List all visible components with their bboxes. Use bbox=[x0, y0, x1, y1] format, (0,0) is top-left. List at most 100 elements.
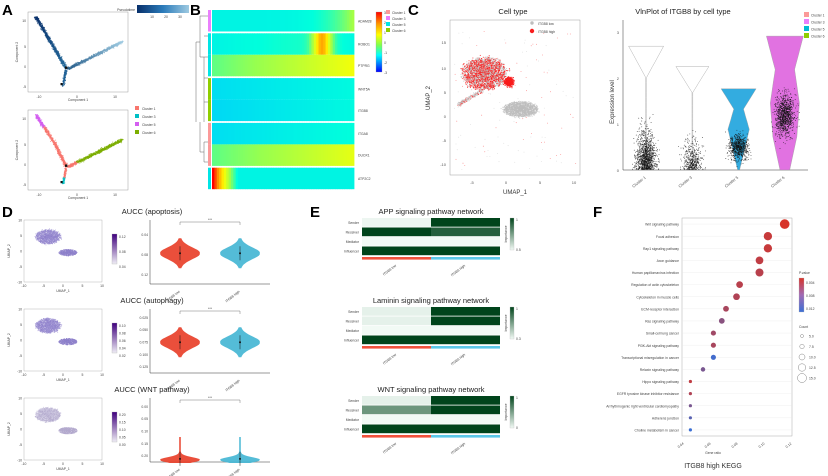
panel-d-umap-xtick: -5 bbox=[42, 373, 45, 377]
violin-cluster-legend: Cluster 1 Cluster 3 Cluster 5 Cluster 6 bbox=[804, 12, 825, 39]
kegg-pathway-label: Rap1 signaling pathway bbox=[643, 247, 679, 251]
panel-e-group-label: ITGB8 high bbox=[450, 442, 466, 456]
panel-e-row-label: Sender bbox=[348, 221, 360, 225]
panel-d-umap-ytick: 5 bbox=[20, 234, 22, 238]
kegg-xtick: 0.08 bbox=[731, 442, 739, 449]
legend-dot-itgb8-low bbox=[530, 21, 534, 25]
kegg-dot bbox=[688, 392, 692, 396]
kegg-dot bbox=[755, 268, 764, 277]
panel-e-group-label: ITGB8 low bbox=[382, 441, 397, 454]
cluster-legend-swatch bbox=[386, 16, 390, 20]
panel-d-umap-xtick: 0 bbox=[62, 373, 64, 377]
colorbar-tick: -2 bbox=[384, 61, 387, 65]
cluster-legend-label: Cluster 6 bbox=[811, 35, 825, 39]
panel-a-bot-xlabel: Component 1 bbox=[68, 196, 88, 200]
panel-b: B ADAM28 ROBO1 PTPRG WNT5A ITGB8 ITGA8 DUOX1 AT… bbox=[190, 2, 420, 197]
pvalue-legend-tick: 0.008 bbox=[806, 294, 815, 298]
cluster-legend-label: Cluster 1 bbox=[392, 11, 406, 15]
kegg-pathway-label: PI3K-Akt signaling pathway bbox=[638, 344, 680, 348]
violin-category-label: Cluster 3 bbox=[677, 174, 693, 188]
colorbar-tick: -3 bbox=[384, 71, 387, 75]
panel-d-violin-ytick: 0.12 bbox=[141, 273, 148, 277]
cluster-legend: Cluster 1 Cluster 3 Cluster 5 Cluster 6 bbox=[135, 106, 156, 135]
gene-label: ITGA8 bbox=[358, 132, 368, 136]
panel-e-row-label: Receiver bbox=[346, 230, 360, 234]
svg-text:10: 10 bbox=[22, 117, 26, 121]
kegg-xtick: 0.10 bbox=[758, 442, 766, 449]
violin-ytick: 2 bbox=[617, 76, 620, 81]
violin-ytick: 3 bbox=[617, 30, 620, 35]
panel-c: C Cell type UMAP_1 UMAP_2 -5 0 5 10 -10 … bbox=[408, 2, 828, 197]
svg-text:0: 0 bbox=[24, 65, 26, 69]
panel-d-colorbar-tick: 0.06 bbox=[119, 339, 126, 343]
panel-c-plots: Cell type UMAP_1 UMAP_2 -5 0 5 10 -10 -5… bbox=[426, 7, 825, 196]
colorbar-tick: 0 bbox=[384, 41, 386, 45]
cluster-legend-swatch bbox=[804, 12, 809, 17]
gene-label: WNT5A bbox=[358, 87, 371, 91]
panel-e-row-label: Sender bbox=[348, 399, 360, 403]
panel-d-umap-xtick: -5 bbox=[42, 462, 45, 466]
panel-d-umap-xtick: 5 bbox=[82, 284, 84, 288]
panel-d-colorbar-tick: 0.15 bbox=[119, 421, 126, 425]
row-cluster-colors bbox=[208, 10, 211, 190]
kegg-dot bbox=[688, 404, 692, 408]
cluster-legend-label: Cluster 3 bbox=[142, 115, 156, 119]
panel-d-colorbar-tick: 0.00 bbox=[119, 443, 126, 447]
cluster-legend-swatch bbox=[386, 22, 390, 26]
svg-text:-10: -10 bbox=[37, 95, 42, 99]
kegg-dot bbox=[763, 232, 773, 241]
panel-e-legend-min: 0.5 bbox=[516, 248, 521, 252]
svg-text:-5: -5 bbox=[23, 183, 26, 187]
panel-e-legend-max: 1 bbox=[516, 396, 518, 400]
panel-d-violin-ytick: 0.050 bbox=[140, 328, 149, 332]
svg-text:0: 0 bbox=[76, 193, 78, 197]
panel-d-violin-ytick: 0.10 bbox=[141, 429, 148, 433]
cluster-legend-swatch bbox=[804, 33, 809, 38]
svg-text:5: 5 bbox=[24, 45, 26, 49]
kegg-dot bbox=[763, 244, 773, 253]
gene-label: DUOX1 bbox=[358, 154, 370, 158]
kegg-dot bbox=[688, 428, 692, 432]
colorbar-tick: 1 bbox=[384, 31, 386, 35]
cluster-legend-swatch bbox=[804, 19, 809, 24]
panel-d-colorbar-tick: 0.04 bbox=[119, 347, 126, 351]
panel-e-label: E bbox=[310, 204, 321, 221]
kegg-dot bbox=[755, 256, 764, 265]
svg-text:0: 0 bbox=[76, 95, 78, 99]
svg-text:30: 30 bbox=[178, 15, 182, 19]
panel-d-umap-xtick: 5 bbox=[82, 462, 84, 466]
panel-d-umap-xtick: 5 bbox=[82, 373, 84, 377]
kegg-pathway-label: Adherens junction bbox=[652, 416, 679, 420]
panel-d-violin-category: ITGB8 high bbox=[225, 290, 241, 304]
pvalue-legend-tick: 0.004 bbox=[806, 281, 815, 285]
violin-ytick: 1 bbox=[617, 122, 620, 127]
kegg-dot bbox=[688, 379, 692, 384]
panel-d-violin-ytick: 0.20 bbox=[141, 454, 148, 458]
gene-labels: ADAM28 ROBO1 PTPRG WNT5A ITGB8 ITGA8 DUOX1 ATP2… bbox=[358, 19, 372, 181]
panel-e-network-title: APP signaling pathway network bbox=[379, 207, 484, 216]
legend-dot-itgb8-high bbox=[529, 28, 535, 34]
violin-title: VlnPlot of ITGB8 by cell type bbox=[635, 7, 730, 16]
kegg-pathway-label: Regulation of actin cytoskeleton bbox=[631, 283, 679, 287]
cluster-trajectory-plot: Component 1 Component 2 -10 0 10 -5 0 5 … bbox=[15, 106, 156, 200]
kegg-dot bbox=[736, 281, 743, 288]
panel-d-colorbar-tick: 0.04 bbox=[119, 265, 126, 269]
panel-d-colorbar-tick: 0.12 bbox=[119, 235, 126, 239]
panel-d-umap-xtick: 0 bbox=[62, 284, 64, 288]
panel-e-row-label: Influencer bbox=[344, 427, 360, 431]
panel-d-umap-ytick: 0 bbox=[20, 339, 22, 343]
kegg-pathway-label: Cytoskeleton in muscle cells bbox=[636, 295, 679, 299]
panel-e-legend-max: 1 bbox=[516, 218, 518, 222]
panel-d-violin-ytick: 0.00 bbox=[141, 405, 148, 409]
cluster-legend-swatch bbox=[135, 122, 139, 126]
cluster-legend-label: Cluster 1 bbox=[142, 107, 156, 111]
panel-d-umap-ylabel: UMAP_2 bbox=[7, 333, 11, 347]
celltype-umap-ylabel: UMAP_2 bbox=[426, 85, 432, 110]
panel-d-umap-xtick: -10 bbox=[22, 373, 27, 377]
svg-text:5: 5 bbox=[24, 143, 26, 147]
cluster-legend-label: Cluster 6 bbox=[392, 29, 406, 33]
panel-d-violin-ytick: 0.08 bbox=[141, 253, 148, 257]
violin-category-label: Cluster 6 bbox=[770, 174, 786, 188]
panel-a: A Pseudotime bbox=[2, 2, 192, 200]
kegg-pathway-label: Relaxin signaling pathway bbox=[640, 368, 680, 372]
